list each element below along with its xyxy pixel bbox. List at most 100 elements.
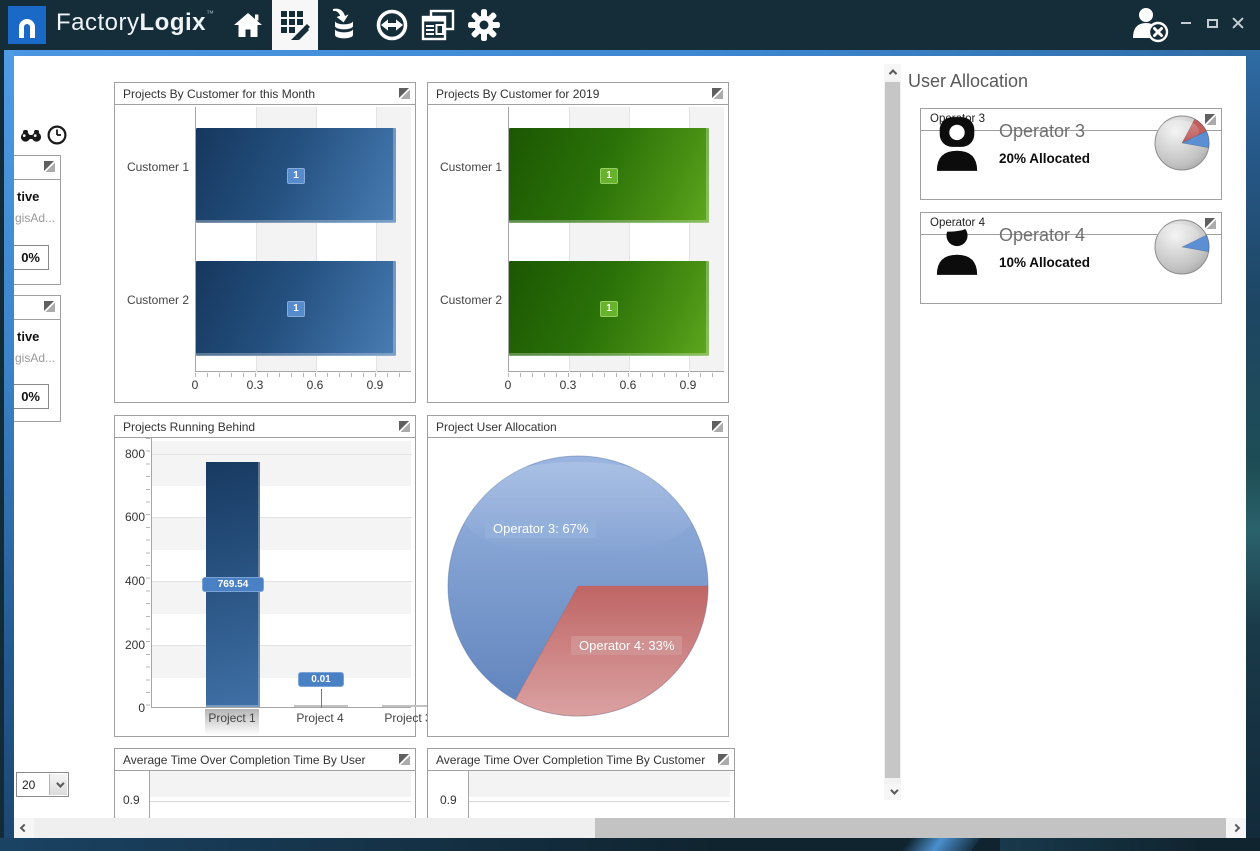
chart-area: 800 600 400 200 0 769.54 0.01 Project bbox=[115, 438, 436, 737]
app-logo bbox=[8, 6, 46, 44]
nav-sync-button[interactable] bbox=[370, 0, 414, 50]
callout-line bbox=[321, 689, 322, 708]
home-icon bbox=[234, 13, 262, 37]
clock-icon[interactable] bbox=[47, 125, 67, 145]
expand-icon[interactable] bbox=[712, 88, 723, 99]
vertical-scrollbar-thumb[interactable] bbox=[885, 82, 900, 778]
scroll-right-button[interactable] bbox=[1226, 818, 1246, 838]
scroll-up-button[interactable] bbox=[884, 64, 901, 80]
expand-icon[interactable] bbox=[1205, 114, 1216, 125]
plot-area: 1 1 bbox=[195, 107, 411, 372]
panel-avg-time-by-user: Average Time Over Completion Time By Use… bbox=[114, 748, 416, 818]
clipped-value-box: 0% bbox=[14, 384, 49, 409]
y-tick: 0 bbox=[138, 701, 145, 715]
operator-card-header: Operator 4 bbox=[921, 213, 1221, 235]
x-tick: 0.9 bbox=[679, 378, 697, 392]
binoculars-icon[interactable] bbox=[20, 128, 42, 143]
bar-value-label: 1 bbox=[287, 300, 305, 317]
bar-customer-1: 1 bbox=[509, 128, 709, 223]
panel-header: Project User Allocation bbox=[428, 416, 728, 438]
combobox-dropdown-button[interactable] bbox=[49, 774, 67, 795]
horizontal-scrollbar-thumb[interactable] bbox=[595, 818, 1226, 838]
expand-icon[interactable] bbox=[399, 88, 410, 99]
sync-arrows-icon bbox=[376, 9, 408, 41]
bar-value-label: 0.01 bbox=[298, 672, 344, 687]
panel-project-user-allocation: Project User Allocation Operator 3: 67% … bbox=[427, 415, 729, 737]
page-size-combobox[interactable]: 20 bbox=[16, 772, 69, 797]
nav-reports-button[interactable] bbox=[416, 0, 460, 50]
bar-project-3-zero bbox=[382, 705, 436, 707]
chevron-right-icon bbox=[1231, 823, 1241, 833]
planning-grid-pencil-icon bbox=[281, 11, 310, 40]
panel-header: Projects Running Behind bbox=[115, 416, 415, 438]
close-button[interactable] bbox=[1229, 14, 1247, 32]
panel-title: Projects Running Behind bbox=[123, 420, 256, 434]
horizontal-scrollbar[interactable] bbox=[14, 818, 1246, 838]
window-frame-left bbox=[0, 50, 14, 851]
expand-icon[interactable] bbox=[399, 421, 410, 432]
panel-projects-running-behind: Projects Running Behind 800 600 400 200 … bbox=[114, 415, 436, 737]
x-tick: 0 bbox=[504, 378, 512, 392]
scroll-left-button[interactable] bbox=[14, 818, 34, 838]
expand-icon[interactable] bbox=[44, 161, 55, 172]
panel-avg-time-by-customer: Average Time Over Completion Time By Cus… bbox=[427, 748, 735, 818]
clipped-subtitle-fragment: gisAd... bbox=[15, 211, 56, 225]
nav-planning-button-active[interactable] bbox=[272, 0, 318, 50]
bar-value-label: 1 bbox=[600, 167, 618, 184]
x-category-label: Project 4 bbox=[296, 711, 344, 725]
nav-home-button[interactable] bbox=[226, 0, 270, 50]
operator-allocation: 10% Allocated bbox=[999, 255, 1091, 270]
brand-text: FactoryLogix™ bbox=[56, 9, 215, 36]
user-logout-icon bbox=[1133, 8, 1169, 43]
operator-name: Operator 4 bbox=[999, 225, 1086, 245]
settings-gear-icon bbox=[468, 9, 500, 41]
scroll-down-button[interactable] bbox=[884, 784, 901, 800]
chart-area: 0.9 bbox=[115, 771, 415, 818]
y-axis-minor-ticks bbox=[146, 438, 150, 708]
bar-customer-2: 1 bbox=[196, 261, 396, 356]
expand-icon[interactable] bbox=[712, 421, 723, 432]
operator-card-title: Operator 4 bbox=[930, 217, 985, 229]
dashboard-content: tive gisAd... 0% tive gisAd... 0% 20 Pro… bbox=[14, 56, 1246, 818]
expand-icon[interactable] bbox=[44, 301, 55, 312]
maximize-button[interactable] bbox=[1203, 14, 1221, 32]
operator-card-4: Operator 4 Operator 4 10% Allocated bbox=[920, 212, 1222, 304]
vertical-scrollbar[interactable] bbox=[884, 64, 901, 800]
nav-settings-button[interactable] bbox=[462, 0, 506, 50]
chevron-down-icon bbox=[55, 778, 65, 788]
expand-icon[interactable] bbox=[718, 754, 729, 765]
maximize-icon bbox=[1206, 18, 1218, 28]
user-logout-button[interactable] bbox=[1126, 0, 1176, 50]
close-icon bbox=[1232, 17, 1244, 29]
expand-icon[interactable] bbox=[1205, 218, 1216, 229]
operator-allocation-pie bbox=[1154, 115, 1210, 171]
minimize-button[interactable] bbox=[1177, 14, 1195, 32]
chart-area: 0.9 bbox=[428, 771, 734, 818]
x-tick: 0 bbox=[191, 378, 199, 392]
plot-area: 1 1 bbox=[508, 107, 724, 372]
x-category-label: Project 3 bbox=[384, 711, 432, 725]
clipped-subtitle-fragment: gisAd... bbox=[15, 351, 56, 365]
panel-header: Projects By Customer for this Month bbox=[115, 83, 415, 105]
bar-value-label: 1 bbox=[600, 300, 618, 317]
chart-area: Operator 3: 67% Operator 4: 33% bbox=[428, 438, 728, 737]
panel-title: Average Time Over Completion Time By Use… bbox=[123, 753, 366, 767]
chevron-left-icon bbox=[19, 823, 29, 833]
bar-shadow bbox=[205, 709, 259, 735]
x-tick: 0.9 bbox=[366, 378, 384, 392]
nav-data-button[interactable] bbox=[322, 0, 366, 50]
panel-projects-by-customer-2019: Projects By Customer for 2019 1 1 Custom… bbox=[427, 82, 729, 403]
plot-area bbox=[468, 771, 730, 818]
database-import-icon bbox=[333, 8, 353, 39]
window-frame-bottom bbox=[0, 838, 1260, 851]
expand-icon[interactable] bbox=[399, 754, 410, 765]
user-allocation-heading: User Allocation bbox=[908, 71, 1029, 91]
chevron-up-icon bbox=[888, 69, 897, 78]
operator-allocation: 20% Allocated bbox=[999, 151, 1091, 166]
operator-card-3: Operator 3 Operator 3 20% Allocated bbox=[920, 108, 1222, 200]
y-tick: 800 bbox=[124, 447, 145, 461]
clipped-value-box: 0% bbox=[14, 245, 49, 270]
panel-header: Average Time Over Completion Time By Cus… bbox=[428, 749, 734, 771]
clipped-title-fragment: tive bbox=[17, 189, 40, 204]
